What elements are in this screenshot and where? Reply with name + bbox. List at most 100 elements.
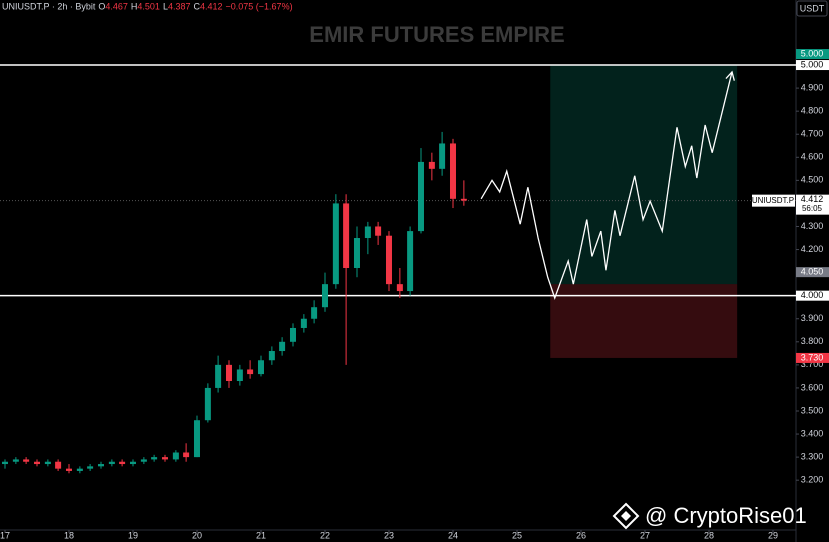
candle-body [428,161,435,169]
y-tick-label: 4.900 [801,82,824,92]
candle-body [396,284,403,292]
x-tick-label: 23 [384,530,394,540]
y-tick-label: 4.200 [801,244,824,254]
candle-body [119,461,126,465]
candle-body [417,161,424,232]
ohlc-label: O [98,1,105,11]
candle-body [87,466,94,469]
x-tick-label: 17 [0,530,10,540]
candle-body [129,461,136,465]
candle-body [33,461,40,465]
stop-tag [796,352,829,363]
level-tag [796,290,829,301]
candle-body [279,341,286,352]
y-tick-label: 4.300 [801,221,824,231]
projection-arrowhead [725,70,735,81]
y-tick-label: 3.800 [801,336,824,346]
symbol: UNIUSDT.P · 2h · Bybit [2,1,96,11]
y-tick-label: 3.500 [801,405,824,415]
candle-body [460,198,467,201]
candle-body [332,203,339,285]
candle-body [1,461,8,465]
credit: @ CryptoRise01 [645,503,807,528]
ohlc-label: H [131,1,138,11]
currency[interactable]: USDT [800,3,825,13]
candle-body [236,369,243,382]
target-tag [796,49,829,60]
x-tick-label: 26 [576,530,586,540]
change: −0.075 (−1.67%) [226,1,293,11]
y-tick-label: 3.400 [801,428,824,438]
entry-tag-label: 4.050 [801,267,824,277]
candle-body [151,457,158,460]
y-tick-label: 3.700 [801,359,824,369]
countdown: 56:05 [802,204,823,213]
candle-body [364,226,371,239]
stop-tag-label: 3.730 [801,352,824,362]
current-price-label: 4.412 [801,194,824,204]
entry-tag [796,267,829,278]
candle-body [257,360,264,375]
candle-body [449,143,456,199]
ohlc-value: 4.387 [168,1,191,11]
x-tick-label: 20 [192,530,202,540]
ohlc-value: 4.501 [137,1,160,11]
candle-body [55,461,62,469]
candle-body [289,327,296,342]
candle-body [23,459,30,462]
candle-body [76,468,83,471]
candle-body [385,235,392,285]
x-tick-label: 29 [768,530,778,540]
candle-body [172,452,179,460]
candle-body [268,351,275,361]
y-tick-label: 3.900 [801,313,824,323]
candle-body [321,284,328,308]
level-tag [796,60,829,71]
header: UNIUSDT.P · 2h · Bybit O 4.467 H 4.501 L 4.387… [2,1,293,11]
y-tick-label: 4.700 [801,129,824,139]
candle-body [300,318,307,328]
y-tick-label: 3.300 [801,451,824,461]
level-tag-label: 5.000 [801,59,824,69]
level-tag-label: 4.000 [801,290,824,300]
candle-body [311,307,318,319]
target-tag-label: 5.000 [801,48,824,58]
candle-body [140,459,147,462]
candle-body [193,420,200,458]
x-tick-label: 21 [256,530,266,540]
candle-body [375,226,382,236]
projection-path [480,71,733,300]
x-tick-label: 25 [512,530,522,540]
y-tick-label: 4.800 [801,106,824,116]
candle-body [12,459,19,462]
candle-body [65,468,72,471]
y-tick-label: 4.600 [801,152,824,162]
candle-body [353,238,360,268]
candle-body [407,231,414,292]
candle-body [204,387,211,421]
x-tick-label: 27 [640,530,650,540]
candle-body [108,461,115,465]
candle-body [215,364,222,388]
current-price-tag [796,194,829,215]
candle-body [439,143,446,169]
candle-body [161,457,168,460]
target-zone [550,65,738,285]
candle-body [247,369,254,375]
candle-body [44,461,51,465]
ohlc-label: L [163,1,168,11]
candle-body [343,203,350,268]
candle-body [97,464,104,467]
currency-box[interactable] [796,0,828,17]
x-tick-label: 22 [320,530,330,540]
y-tick-label: 3.200 [801,475,824,485]
watermark: EMIR FUTURES EMPIRE [309,22,564,47]
candle-body [225,364,232,382]
x-tick-label: 19 [128,530,138,540]
ohlc-value: 4.467 [105,1,128,11]
x-tick-label: 18 [64,530,74,540]
current-symbol: UNIUSDT.P [752,196,794,205]
